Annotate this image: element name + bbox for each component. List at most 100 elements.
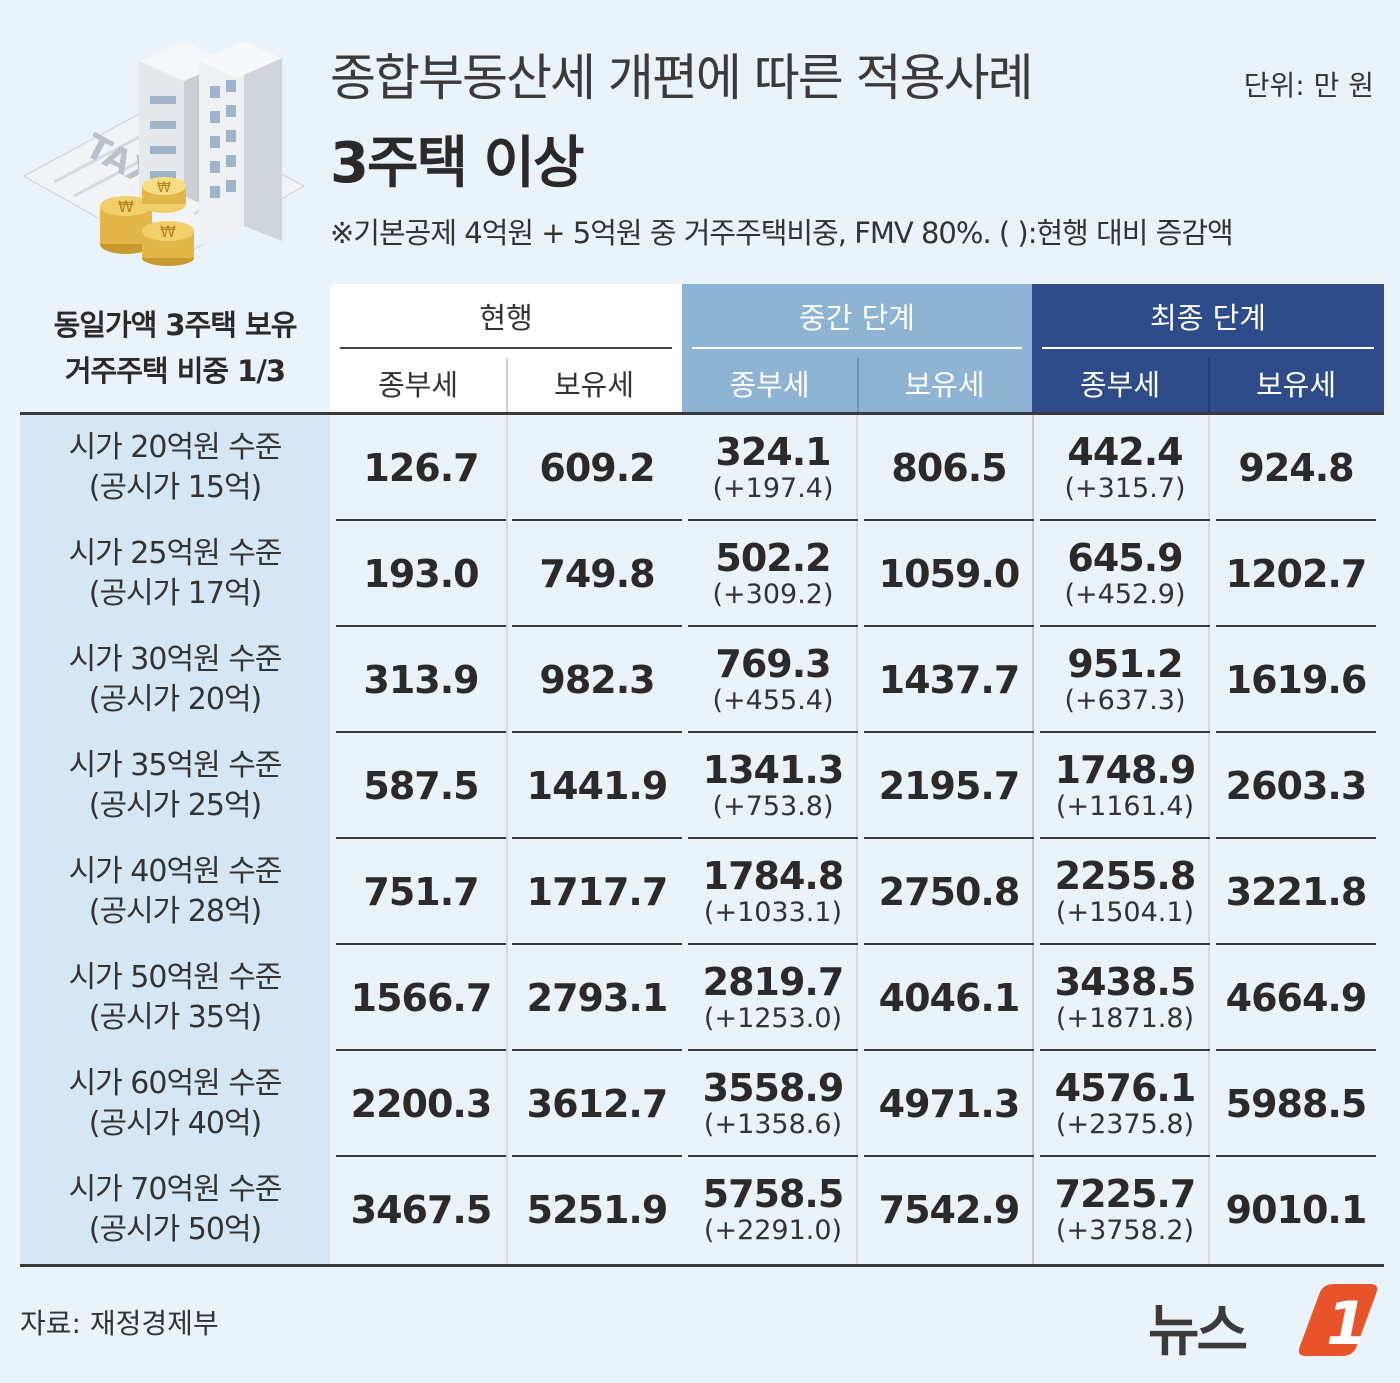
row-divider [864,1049,1034,1051]
cell-value: 1717.7 [526,870,669,914]
row-divider [1216,943,1376,945]
cell-delta: (+2291.0) [703,1215,843,1246]
cell-value: 3438.5 [1054,960,1197,1004]
table-cell: 5758.5 (+2291.0) [688,1157,858,1263]
row-divider [1040,943,1210,945]
table-cell: 1566.7 [336,945,506,1051]
table-cell: 1202.7 [1216,521,1376,627]
row-label: 시가 60억원 수준 (공시가 40억) [20,1051,330,1157]
cell-delta: (+1253.0) [703,1003,843,1034]
logo-mark-icon: 1 [1298,1284,1378,1359]
table-cell: 3467.5 [336,1157,506,1263]
corner-header-line2: 거주주택 비중 1/3 [64,354,286,388]
cell-value: 924.8 [1238,446,1354,490]
group-underline [1042,347,1374,349]
cell-value: 2195.7 [878,764,1021,808]
row-divider [336,837,506,839]
row-label: 시가 35억원 수준 (공시가 25억) [20,733,330,839]
cell-value: 313.9 [363,658,479,702]
table-row: 시가 60억원 수준 (공시가 40억) 2200.3 3612.7 3558.9 (+1… [20,1051,1384,1157]
cell-value: 587.5 [363,764,479,808]
cell-delta: (+309.2) [712,579,834,610]
cell-delta: (+315.7) [1064,473,1186,504]
row-divider [336,1155,506,1157]
table-cell: 1717.7 [512,839,682,945]
cell-value: 7225.7 [1054,1172,1197,1216]
row-divider [512,1155,682,1157]
logo-text: 뉴스 [1148,1299,1248,1364]
row-label-price: 시가 70억원 수준 [68,1172,283,1207]
row-label-official-price: (공시가 20억) [88,682,263,717]
cell-value: 806.5 [891,446,1007,490]
cell-value: 3612.7 [526,1082,669,1126]
cell-value: 1784.8 [702,854,845,898]
table-cell: 3438.5 (+1871.8) [1040,945,1210,1051]
cell-value: 609.2 [539,446,655,490]
row-divider [864,519,1034,521]
table-cell: 442.4 (+315.7) [1040,415,1210,521]
cell-value: 1437.7 [878,658,1021,702]
table-cell: 502.2 (+309.2) [688,521,858,627]
cell-value: 749.8 [539,552,655,596]
group-underline [692,347,1022,349]
row-label: 시가 30억원 수준 (공시가 20억) [20,627,330,733]
row-label: 시가 50억원 수준 (공시가 35억) [20,945,330,1051]
row-label-price: 시가 25억원 수준 [68,536,283,571]
row-label-price: 시가 60억원 수준 [68,1066,283,1101]
cell-value: 1202.7 [1225,552,1368,596]
cell-delta: (+637.3) [1064,685,1186,716]
table-cell: 982.3 [512,627,682,733]
cell-delta: (+2375.8) [1055,1109,1195,1140]
cell-value: 5758.5 [702,1172,845,1216]
row-label-official-price: (공시가 50억) [88,1212,263,1247]
row-label-price: 시가 30억원 수준 [68,642,283,677]
table-cell: 3558.9 (+1358.6) [688,1051,858,1157]
table-cell: 2603.3 [1216,733,1376,839]
table-cell: 1059.0 [864,521,1034,627]
table-cell: 4576.1 (+2375.8) [1040,1051,1210,1157]
row-label: 시가 20억원 수준 (공시가 15억) [20,415,330,521]
cell-value: 2200.3 [350,1082,493,1126]
table-cell: 193.0 [336,521,506,627]
row-divider [1040,731,1210,733]
table-row: 시가 70억원 수준 (공시가 50억) 3467.5 5251.9 5758.5 (+2… [20,1157,1384,1263]
table-row: 시가 30억원 수준 (공시가 20억) 313.9 982.3 769.3 (+455.… [20,627,1384,733]
cell-delta: (+3758.2) [1055,1215,1195,1246]
table-cell: 751.7 [336,839,506,945]
row-divider [688,1155,858,1157]
row-label: 시가 25억원 수준 (공시가 17억) [20,521,330,627]
cell-value: 324.1 [715,430,831,474]
row-divider [864,625,1034,627]
cell-value: 751.7 [363,870,479,914]
table-row: 시가 35억원 수준 (공시가 25억) 587.5 1441.9 1341.3 (+75… [20,733,1384,839]
table-cell: 924.8 [1216,415,1376,521]
row-divider [864,943,1034,945]
row-divider [336,943,506,945]
cell-value: 2603.3 [1225,764,1368,808]
cell-value: 9010.1 [1225,1188,1368,1232]
row-divider [688,943,858,945]
subheader-divider [506,358,508,412]
row-divider [512,837,682,839]
cell-value: 2750.8 [878,870,1021,914]
svg-text:₩: ₩ [157,180,171,196]
row-label-official-price: (공시가 15억) [88,470,263,505]
row-divider [1216,837,1376,839]
svg-text:₩: ₩ [118,197,134,216]
row-label-official-price: (공시가 17억) [88,576,263,611]
cell-value: 4576.1 [1054,1066,1197,1110]
cell-value: 126.7 [363,446,479,490]
group-underline [340,347,672,349]
table-cell: 3221.8 [1216,839,1376,945]
subheader-boyuse: 보유세 [1255,368,1337,402]
cell-value: 5251.9 [526,1188,669,1232]
row-label-price: 시가 50억원 수준 [68,960,283,995]
row-divider [1216,625,1376,627]
row-divider [512,943,682,945]
table-cell: 951.2 (+637.3) [1040,627,1210,733]
table-cell: 769.3 (+455.4) [688,627,858,733]
subheader-jongbuse: 종부세 [1079,368,1161,402]
subheader-jongbuse: 종부세 [729,368,810,402]
row-divider [688,731,858,733]
unit-label: 단위: 만 원 [1243,69,1374,102]
